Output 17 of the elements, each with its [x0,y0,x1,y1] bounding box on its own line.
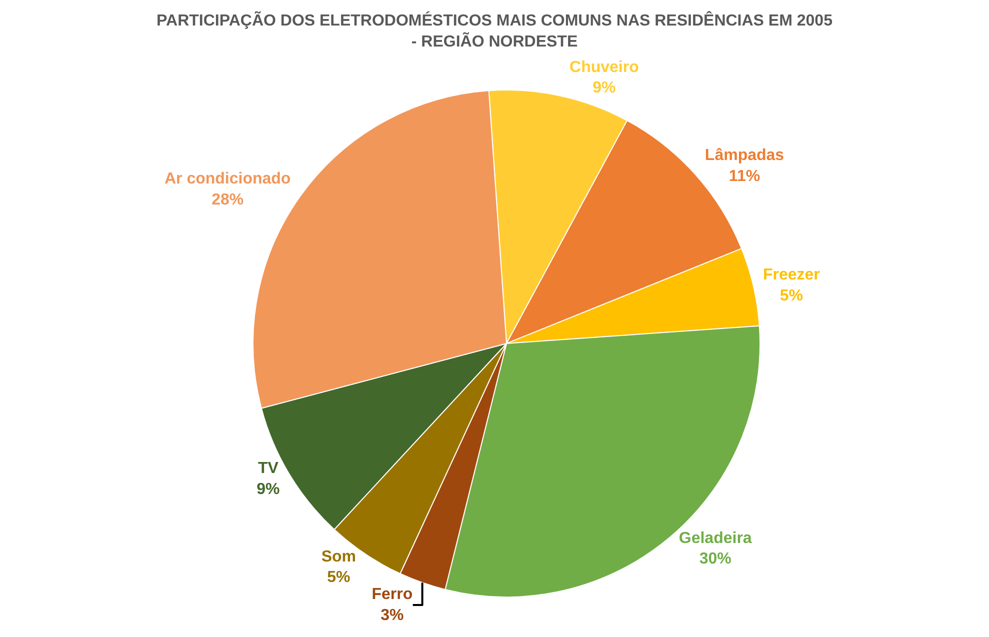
data-label: 9% [256,480,280,498]
slice-label: Som [321,548,356,566]
slice-label: Ar condicionado [164,170,291,188]
data-label: 5% [780,287,803,304]
data-label: 30% [699,550,732,568]
data-label: 9% [592,80,616,97]
slice-label: TV [258,460,279,478]
data-label: 28% [212,191,244,208]
chart-title: PARTICIPAÇÃO DOS ELETRODOMÉSTICOS MAIS COMUNS NAS RESIDÊNCIAS EM 2005 - REGIÃO NORDESTE [156,10,833,50]
slice-label: Lâmpadas [704,147,784,164]
data-label: 5% [327,569,350,586]
slice-label: Ferro [372,586,413,604]
slice-label: Freezer [762,266,820,284]
slice-label: Chuveiro [570,58,640,76]
data-label: 3% [380,606,404,624]
slice-label: Geladeira [678,530,752,547]
data-label: 11% [728,168,760,186]
